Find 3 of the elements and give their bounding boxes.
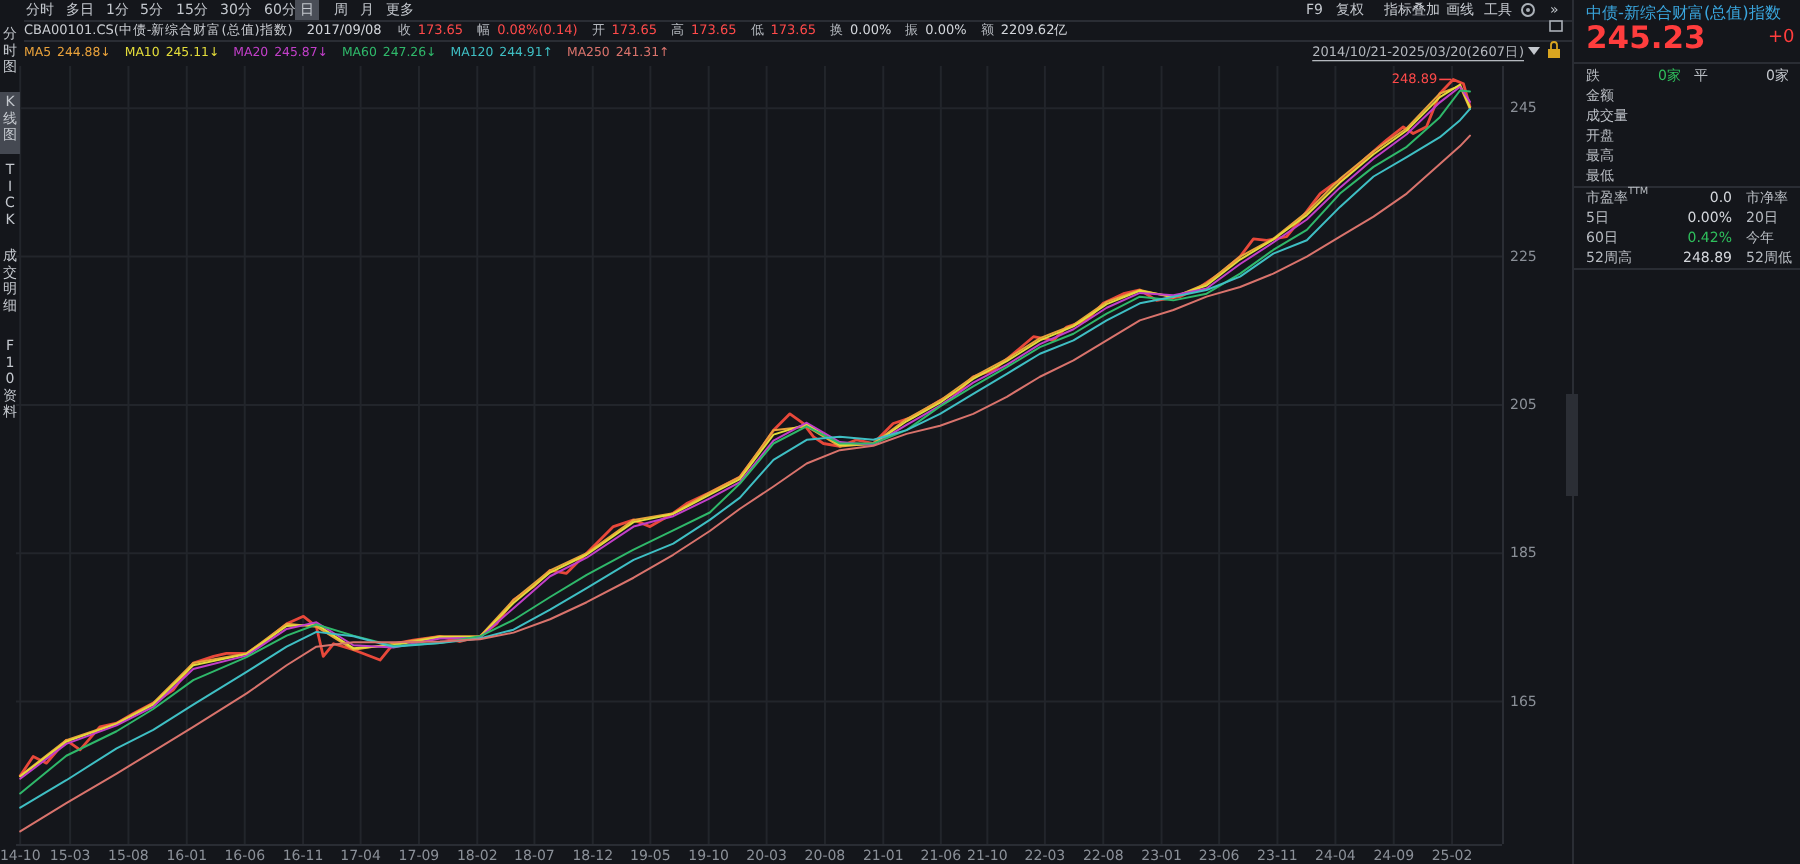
text: 245.23 (1586, 20, 1706, 56)
text: 中债-新综合财富(总值)指数 (1586, 2, 1781, 22)
text: +0 (1768, 28, 1796, 48)
